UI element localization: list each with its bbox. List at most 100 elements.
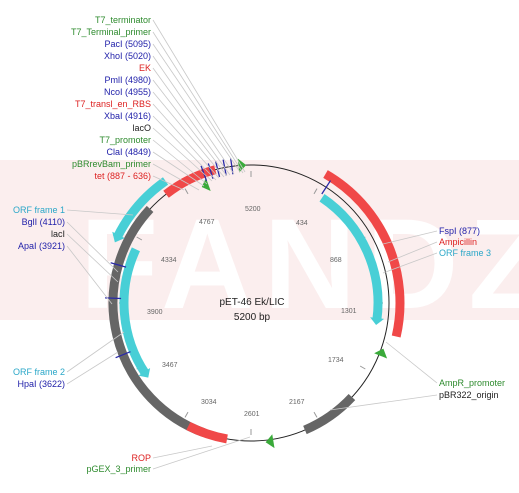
label-fspi: FspI (877) xyxy=(439,226,480,236)
tick-label-4334: 4334 xyxy=(161,257,177,264)
leader-top-7 xyxy=(152,103,220,179)
orf-frame-1 xyxy=(113,177,169,240)
orf-frame-2 xyxy=(119,247,150,377)
label-ncoi: NcoI (4955) xyxy=(104,87,151,97)
leader-orf-frame-1 xyxy=(66,209,134,216)
tick-label-2601: 2601 xyxy=(244,411,260,418)
pbr322-origin-region xyxy=(303,393,356,435)
label-t7-terminator: T7_terminator xyxy=(95,15,151,25)
plasmid-size: 5200 bp xyxy=(234,312,271,323)
label-tet: tet (887 - 636) xyxy=(94,171,151,181)
label-clai: ClaI (4849) xyxy=(106,147,151,157)
leader-top-0 xyxy=(152,19,246,173)
tick-label-3467: 3467 xyxy=(162,362,178,369)
ampicillin-feature xyxy=(323,170,405,338)
label-laci: lacI xyxy=(51,229,65,239)
tick-label-868: 868 xyxy=(330,257,342,264)
label-bgli: BglI (4110) xyxy=(22,217,65,227)
label-paci: PacI (5095) xyxy=(104,39,151,49)
tick-label-5200: 5200 xyxy=(245,206,261,213)
label-pbrrevbam-primer: pBRrevBam_primer xyxy=(72,159,151,169)
features-layer xyxy=(105,158,405,449)
ampr-promoter-arrow xyxy=(374,348,388,359)
leader-top-1 xyxy=(152,31,244,174)
leader-fspi xyxy=(382,230,438,245)
leader-rop xyxy=(152,445,213,459)
label-orf-frame-2: ORF frame 2 xyxy=(13,367,65,377)
leader-orf-frame-2 xyxy=(66,331,125,373)
leader-pgex-3-primer xyxy=(152,436,251,470)
labels-top: T7_terminator T7_Terminal_primer PacI (5… xyxy=(71,15,151,181)
inner-tick xyxy=(136,236,143,241)
label-rop: ROP xyxy=(131,453,151,463)
leader-top-12 xyxy=(152,163,200,191)
leader-apai xyxy=(66,245,113,305)
inner-tick xyxy=(313,188,318,195)
leader-bgli xyxy=(66,221,119,273)
leader-top-8 xyxy=(152,115,217,181)
label-laco: lacO xyxy=(132,123,151,133)
restriction-site-fspi xyxy=(321,180,332,195)
tick-label-3900: 3900 xyxy=(147,309,163,316)
leader-top-13 xyxy=(152,175,185,191)
labels-right: FspI (877) Ampicillin ORF frame 3 AmpR_p… xyxy=(439,226,505,400)
watermark-text: FANDZ xyxy=(80,193,519,336)
label-t7-terminal-primer: T7_Terminal_primer xyxy=(71,27,151,37)
label-pgex-3-primer: pGEX_3_primer xyxy=(86,464,151,474)
tick-label-2167: 2167 xyxy=(289,399,305,406)
label-xbai: XbaI (4916) xyxy=(104,111,151,121)
label-pbr322-origin: pBR322_origin xyxy=(439,390,499,400)
leader-hpai xyxy=(66,351,119,385)
restriction-site-hpai xyxy=(115,351,131,359)
leader-top-2 xyxy=(152,43,241,173)
laci-region xyxy=(108,205,206,437)
rop-feature xyxy=(186,421,228,444)
label-apai: ApaI (3921) xyxy=(18,241,65,251)
leader-pbr322-origin xyxy=(329,394,438,411)
label-hpai: HpaI (3622) xyxy=(17,379,65,389)
leader-ampr-promoter xyxy=(385,341,438,384)
label-t7-transl-en-rbs: T7_transl_en_RBS xyxy=(75,99,151,109)
tick-label-434: 434 xyxy=(296,220,308,227)
labels-left: ORF frame 1 BglI (4110) lacI ApaI (3921)… xyxy=(13,205,65,389)
watermark-band xyxy=(0,160,519,320)
orf-frame-2-arrow xyxy=(138,368,151,378)
inner-tick xyxy=(184,411,189,418)
label-pmli: PmlI (4980) xyxy=(104,75,151,85)
pgex-3-primer-arrow xyxy=(265,434,275,449)
leader-top-6 xyxy=(152,91,225,178)
plasmid-name: pET-46 Ek/LIC xyxy=(219,297,284,308)
inner-tick xyxy=(359,365,366,370)
leader-orf-frame-3 xyxy=(382,252,438,274)
tick-labels: 434 868 1301 1734 2167 2601 3034 3467 39… xyxy=(147,206,357,418)
leader-laci xyxy=(66,233,119,283)
tick-label-3034: 3034 xyxy=(201,399,217,406)
label-ampr-promoter: AmpR_promoter xyxy=(439,378,505,388)
leader-top-5 xyxy=(152,79,228,177)
orf-frame-1-arrow xyxy=(112,231,125,243)
label-xhoi: XhoI (5020) xyxy=(104,51,151,61)
t7-terminator-arrow xyxy=(237,158,247,173)
leader-top-10 xyxy=(152,139,208,185)
leader-top-3 xyxy=(152,55,235,175)
restriction-site-bgli xyxy=(110,262,127,268)
t7-promoter-arrow xyxy=(201,177,211,192)
tick-label-1301: 1301 xyxy=(341,308,357,315)
leader-top-4 xyxy=(152,67,231,176)
leader-top-11 xyxy=(152,151,205,187)
inner-tick xyxy=(313,411,318,418)
orf-frame-3-arrow xyxy=(370,317,385,326)
tick-label-1734: 1734 xyxy=(328,357,344,364)
inner-tick xyxy=(184,188,189,195)
label-ampicillin: Ampicillin xyxy=(439,237,477,247)
orf-frame-3 xyxy=(319,193,383,322)
leader-ampicillin xyxy=(387,241,438,263)
label-orf-frame-3: ORF frame 3 xyxy=(439,248,491,258)
leader-top-9 xyxy=(152,127,213,182)
labels-bottom: ROP pGEX_3_primer xyxy=(86,453,151,474)
tick-label-4767: 4767 xyxy=(199,219,215,226)
label-orf-frame-1: ORF frame 1 xyxy=(13,205,65,215)
label-ek: EK xyxy=(139,63,151,73)
